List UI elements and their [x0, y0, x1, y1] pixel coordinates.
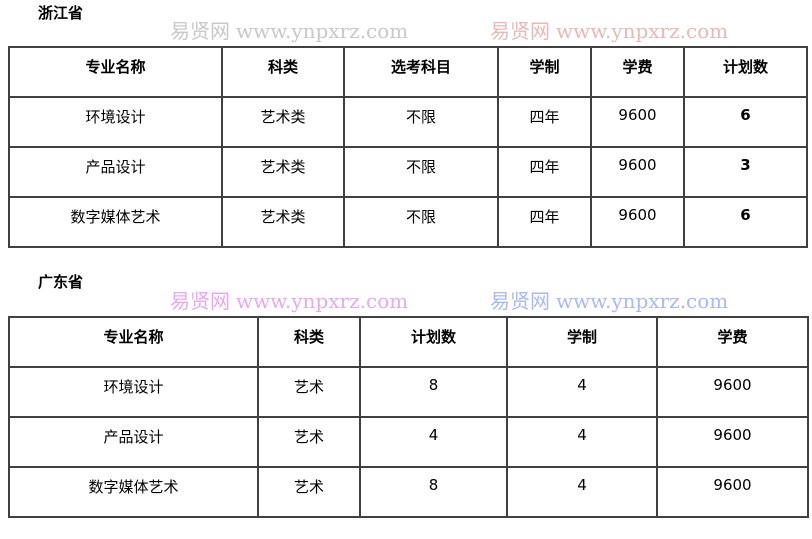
- table-cell: 4: [506, 416, 658, 468]
- table-cell: 9600: [656, 366, 809, 418]
- header-cell: 科类: [257, 316, 361, 368]
- table-cell: 9600: [656, 416, 809, 468]
- header-cell: 学费: [590, 46, 685, 98]
- table-cell: 四年: [497, 196, 592, 248]
- watermark-name: 易贤网: [490, 19, 550, 43]
- table-cell: 不限: [343, 196, 499, 248]
- table-cell: 4: [506, 466, 658, 518]
- table-cell: 艺术: [257, 366, 361, 418]
- table-cell: 6: [683, 96, 808, 148]
- table-cell: 四年: [497, 146, 592, 198]
- table-cell: 产品设计: [8, 146, 223, 198]
- table-cell: 环境设计: [8, 96, 223, 148]
- zhejiang-table: 专业名称 科类 选考科目 学制 学费 计划数 环境设计 艺术类 不限 四年 96…: [8, 46, 808, 248]
- table-cell: 8: [359, 466, 508, 518]
- table-cell: 4: [506, 366, 658, 418]
- table-cell: 6: [683, 196, 808, 248]
- watermark-name: 易贤网: [170, 19, 230, 43]
- header-cell: 学制: [497, 46, 592, 98]
- table-row: 数字媒体艺术 艺术类 不限 四年 9600 6: [8, 196, 808, 248]
- table-row: 环境设计 艺术 8 4 9600: [8, 366, 809, 418]
- header-cell: 计划数: [683, 46, 808, 98]
- table-cell: 9600: [590, 196, 685, 248]
- table-row: 产品设计 艺术 4 4 9600: [8, 416, 809, 468]
- table-cell: 不限: [343, 96, 499, 148]
- table-cell: 数字媒体艺术: [8, 466, 259, 518]
- header-cell: 专业名称: [8, 46, 223, 98]
- watermark-url: www.ynpxrz.com: [236, 19, 409, 43]
- header-cell: 学制: [506, 316, 658, 368]
- table-cell: 4: [359, 416, 508, 468]
- section-title-guangdong: 广东省: [38, 273, 84, 291]
- guangdong-table: 专业名称 科类 计划数 学制 学费 环境设计 艺术 8 4 9600 产品设计 …: [8, 316, 809, 518]
- table-cell: 3: [683, 146, 808, 198]
- table-cell: 9600: [590, 146, 685, 198]
- watermark: 易贤网 www.ynpxrz.com: [490, 18, 728, 44]
- table-cell: 环境设计: [8, 366, 259, 418]
- table-cell: 艺术类: [221, 146, 345, 198]
- section-title-zhejiang: 浙江省: [38, 4, 84, 22]
- table-cell: 艺术: [257, 466, 361, 518]
- watermark-url: www.ynpxrz.com: [556, 19, 729, 43]
- table-cell: 9600: [590, 96, 685, 148]
- watermark-name: 易贤网: [490, 289, 550, 313]
- table-header-row: 专业名称 科类 选考科目 学制 学费 计划数: [8, 46, 808, 98]
- watermark: 易贤网 www.ynpxrz.com: [490, 288, 728, 314]
- header-cell: 学费: [656, 316, 809, 368]
- table-cell: 产品设计: [8, 416, 259, 468]
- header-cell: 选考科目: [343, 46, 499, 98]
- watermark-name: 易贤网: [170, 289, 230, 313]
- watermark: 易贤网 www.ynpxrz.com: [170, 18, 408, 44]
- table-cell: 9600: [656, 466, 809, 518]
- watermark-url: www.ynpxrz.com: [556, 289, 729, 313]
- table-cell: 不限: [343, 146, 499, 198]
- table-cell: 艺术类: [221, 196, 345, 248]
- table-row: 产品设计 艺术类 不限 四年 9600 3: [8, 146, 808, 198]
- table-cell: 四年: [497, 96, 592, 148]
- watermark-url: www.ynpxrz.com: [236, 289, 409, 313]
- table-cell: 艺术: [257, 416, 361, 468]
- table-row: 数字媒体艺术 艺术 8 4 9600: [8, 466, 809, 518]
- table-cell: 艺术类: [221, 96, 345, 148]
- table-cell: 8: [359, 366, 508, 418]
- header-cell: 计划数: [359, 316, 508, 368]
- watermark: 易贤网 www.ynpxrz.com: [170, 288, 408, 314]
- header-cell: 专业名称: [8, 316, 259, 368]
- table-header-row: 专业名称 科类 计划数 学制 学费: [8, 316, 809, 368]
- header-cell: 科类: [221, 46, 345, 98]
- table-cell: 数字媒体艺术: [8, 196, 223, 248]
- table-row: 环境设计 艺术类 不限 四年 9600 6: [8, 96, 808, 148]
